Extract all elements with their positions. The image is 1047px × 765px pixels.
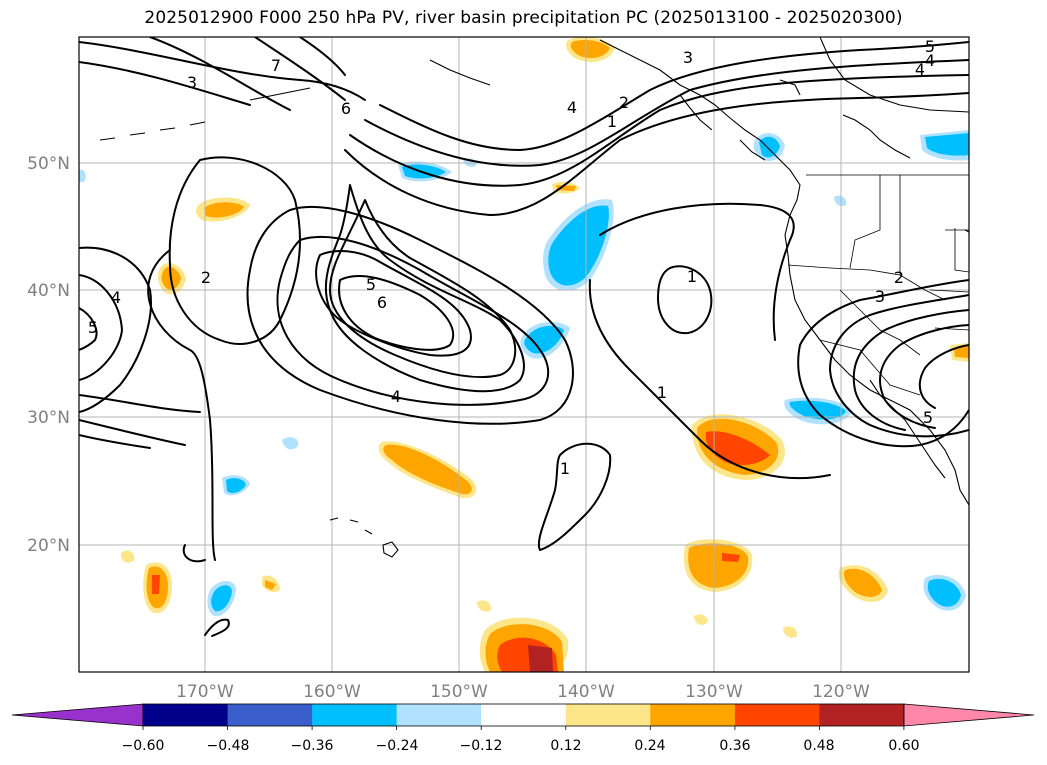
colorbar-extend-high — [903, 703, 1035, 727]
precip-patch — [477, 600, 492, 612]
colorbar-extend-low — [11, 703, 144, 727]
precip-patch — [927, 578, 961, 607]
lon-label: 170°W — [176, 682, 234, 702]
colorbar — [11, 703, 1035, 730]
map-area: 7 6 3 3 2 1 4 5 4 2 4 5 5 6 4 1 1 1 2 3 … — [79, 37, 969, 672]
contour-label: 4 — [915, 60, 925, 79]
colorbar-frame — [142, 703, 905, 727]
colorbar-tick-label: 0.12 — [550, 738, 581, 754]
precip-patch — [548, 205, 609, 286]
lon-label: 120°W — [812, 682, 870, 702]
longitude-labels: 170°W 160°W 150°W 140°W 130°W 120°W — [176, 682, 870, 702]
chart-title: 2025012900 F000 250 hPa PV, river basin … — [144, 8, 903, 28]
contour-label: 2 — [201, 268, 211, 287]
contour-label: 1 — [607, 112, 617, 131]
contour-label: 3 — [187, 73, 197, 92]
precip-patch — [204, 202, 244, 218]
colorbar-segment — [312, 704, 398, 726]
precip-shading — [79, 37, 969, 672]
contour-label: 1 — [657, 383, 667, 402]
precip-patch — [282, 437, 299, 450]
precip-patch — [722, 553, 740, 562]
colorbar-tick-label: 0.24 — [634, 738, 665, 754]
graticule — [79, 37, 969, 672]
contour-label: 7 — [271, 56, 281, 75]
contour-labels: 7 6 3 3 2 1 4 5 4 2 4 5 5 6 4 1 1 1 2 3 … — [88, 37, 935, 478]
colorbar-tick-label: −0.24 — [376, 738, 419, 754]
precip-patch — [79, 169, 86, 182]
lon-label: 140°W — [557, 682, 615, 702]
colorbar-segment — [143, 704, 228, 726]
precip-patch — [834, 195, 847, 207]
colorbar-segment — [734, 704, 820, 726]
lat-label: 50°N — [27, 154, 70, 174]
precip-patch — [265, 580, 276, 590]
colorbar-tick-label: 0.60 — [888, 738, 919, 754]
contour-label: 3 — [875, 287, 885, 306]
precip-patch — [759, 136, 780, 158]
contour-label: 5 — [88, 318, 98, 337]
contour-label: 4 — [567, 98, 577, 117]
contour-label: 3 — [683, 48, 693, 67]
precip-patch — [152, 575, 160, 594]
political-borders — [787, 37, 969, 396]
colorbar-segment — [565, 704, 651, 726]
colorbar-labels: −0.60 −0.48 −0.36 −0.24 −0.12 0.12 0.24 … — [122, 738, 920, 754]
precip-patch — [528, 645, 553, 672]
precip-patch — [211, 585, 232, 612]
precip-patch — [954, 346, 969, 358]
lon-label: 160°W — [303, 682, 361, 702]
colorbar-segment — [396, 704, 482, 726]
colorbar-segment — [227, 704, 313, 726]
contour-label: 5 — [366, 275, 376, 294]
colorbar-tick-label: −0.12 — [460, 738, 503, 754]
colorbar-tick-label: −0.36 — [291, 738, 334, 754]
coastlines — [99, 37, 969, 558]
precip-patch — [524, 325, 564, 354]
precip-patch — [789, 400, 846, 420]
contour-label: 4 — [391, 387, 401, 406]
colorbar-tick-label: −0.48 — [207, 738, 250, 754]
contour-label: 6 — [377, 293, 387, 312]
lon-label: 150°W — [430, 682, 488, 702]
contour-label: 5 — [925, 37, 935, 56]
colorbar-segment — [650, 704, 736, 726]
precip-patch — [783, 626, 798, 638]
precip-patch — [570, 40, 610, 59]
contour-label: 4 — [111, 288, 121, 307]
precip-patch — [226, 478, 246, 493]
precip-patch — [383, 444, 472, 495]
lat-label: 20°N — [27, 536, 70, 556]
precip-patch — [694, 614, 708, 625]
contour-label: 2 — [619, 93, 629, 112]
contour-label: 4 — [925, 51, 935, 70]
lon-label: 130°W — [685, 682, 743, 702]
colorbar-tick-label: 0.48 — [803, 738, 834, 754]
precip-patch — [120, 550, 135, 563]
colorbar-segment — [481, 704, 567, 726]
latitude-labels: 50°N 40°N 30°N 20°N — [27, 154, 70, 556]
contour-label: 2 — [894, 268, 904, 287]
precip-patch — [844, 568, 882, 597]
contour-label: 1 — [560, 459, 570, 478]
contour-label: 1 — [687, 267, 697, 286]
contour-label: 6 — [341, 99, 351, 118]
precip-patch — [925, 133, 969, 156]
colorbar-segment — [819, 704, 905, 726]
lat-label: 40°N — [27, 281, 70, 301]
pv-contours — [79, 37, 969, 637]
colorbar-tick-label: 0.36 — [719, 738, 750, 754]
map-frame — [78, 36, 970, 673]
lat-label: 30°N — [27, 408, 70, 428]
colorbar-tick-label: −0.60 — [122, 738, 165, 754]
contour-label: 5 — [923, 408, 933, 427]
